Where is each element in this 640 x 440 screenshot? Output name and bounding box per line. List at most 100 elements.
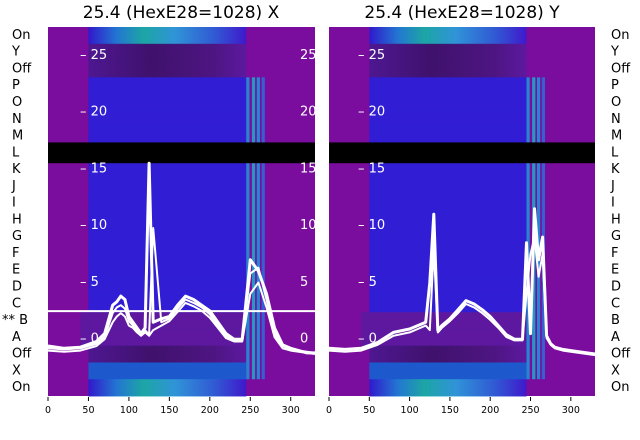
y-tick-label: – 20 bbox=[358, 105, 385, 120]
row-label: I bbox=[12, 196, 16, 211]
x-tick-label: 150 bbox=[160, 405, 178, 416]
row-label: J bbox=[610, 179, 615, 194]
row-label: F bbox=[12, 246, 19, 261]
heatmap-stripe bbox=[536, 77, 541, 380]
row-label: M bbox=[611, 129, 622, 144]
row-label: On bbox=[611, 380, 629, 395]
row-label: L bbox=[12, 145, 20, 160]
right-series-lines bbox=[328, 207, 596, 357]
row-label: Off bbox=[611, 347, 631, 362]
y-tick-label: – 20 bbox=[80, 105, 107, 120]
x-tick-label: 50 bbox=[363, 405, 375, 416]
heatmap-row-band bbox=[369, 245, 527, 263]
row-label: P bbox=[611, 78, 619, 93]
heatmap-row-band bbox=[88, 94, 247, 112]
row-label: K bbox=[12, 162, 21, 177]
row-label: A bbox=[611, 330, 620, 345]
row-label: Off bbox=[611, 61, 631, 76]
x-tick-label: 300 bbox=[282, 405, 300, 416]
x-tick-label: 250 bbox=[241, 405, 259, 416]
row-label: G bbox=[12, 229, 22, 244]
heatmap-row-band bbox=[369, 27, 527, 45]
y-tick-label: – 10 bbox=[358, 218, 385, 233]
y-tick-label-right: 0 bbox=[300, 332, 308, 347]
row-label: D bbox=[611, 279, 621, 294]
heatmap-row-band bbox=[88, 211, 247, 229]
heatmap-row-band bbox=[369, 211, 527, 229]
row-label: X bbox=[12, 363, 21, 378]
row-label: E bbox=[12, 263, 20, 278]
row-label: On bbox=[12, 380, 30, 395]
heatmap-row-band bbox=[88, 60, 247, 78]
row-label: P bbox=[12, 78, 20, 93]
row-label: L bbox=[611, 145, 619, 160]
row-label: M bbox=[12, 129, 23, 144]
row-label: N bbox=[12, 112, 22, 127]
x-tick-label: 200 bbox=[201, 405, 219, 416]
left-heatmap-cells bbox=[0, 27, 640, 397]
black-band bbox=[48, 142, 315, 164]
x-tick-label: 150 bbox=[441, 405, 459, 416]
y-tick-label: – 25 bbox=[80, 48, 107, 63]
y-tick-label: – 25 bbox=[358, 48, 385, 63]
heatmap-row-band bbox=[369, 228, 527, 246]
series-line bbox=[47, 161, 315, 355]
x-tick-label: 50 bbox=[82, 405, 94, 416]
heatmap-row-band bbox=[88, 177, 247, 196]
heatmap-row-band bbox=[88, 194, 247, 212]
heatmap-row-band bbox=[369, 295, 527, 313]
left-chart-title: 25.4 (HexE28=1028) X bbox=[83, 3, 280, 23]
right-x-tick-labels: 0 50 100 150 200 250 300 bbox=[326, 397, 580, 416]
row-label: H bbox=[12, 212, 22, 227]
row-label: F bbox=[611, 246, 618, 261]
heatmap-row-band bbox=[369, 345, 527, 363]
row-label: I bbox=[611, 196, 615, 211]
heatmap-row-band bbox=[369, 43, 527, 62]
heatmap-row-band bbox=[369, 127, 527, 145]
left-x-tick-labels: 0 50 100 150 200 250 300 bbox=[45, 397, 300, 416]
row-label: C bbox=[611, 296, 620, 311]
row-label: O bbox=[611, 95, 621, 110]
y-tick-label: – 5 bbox=[80, 275, 99, 290]
heatmap-row-band bbox=[369, 362, 527, 380]
row-label: Y bbox=[610, 45, 619, 60]
heatmap-row-band bbox=[88, 110, 247, 129]
row-label: B bbox=[611, 313, 620, 328]
heatmap-stripe bbox=[261, 77, 265, 380]
heatmap-row-band bbox=[369, 194, 527, 212]
heatmap-row-band bbox=[88, 228, 247, 246]
row-label: Off bbox=[12, 61, 32, 76]
left-series-lines bbox=[47, 161, 316, 355]
row-label: N bbox=[611, 112, 621, 127]
heatmap-row-band bbox=[80, 328, 251, 347]
row-label: ** B bbox=[2, 313, 28, 328]
right-heatmap-cells bbox=[329, 27, 595, 397]
series-line bbox=[328, 236, 596, 357]
y-tick-label-right: 15 bbox=[300, 161, 317, 176]
series-line bbox=[47, 227, 316, 354]
left-y-tick-labels: – 0 0– 5 5– 10 10– 15 15– 20 20– 25 25 bbox=[80, 48, 317, 347]
row-label: G bbox=[611, 229, 621, 244]
heatmap-row-band bbox=[369, 60, 527, 78]
y-tick-label-right: 25 bbox=[300, 48, 317, 63]
x-tick-label: 250 bbox=[521, 405, 539, 416]
right-y-tick-labels: – 0– 5– 10– 15– 20– 25 bbox=[358, 48, 385, 347]
heatmap-row-band bbox=[88, 77, 247, 95]
x-tick-label: 100 bbox=[120, 405, 138, 416]
right-chart-title: 25.4 (HexE28=1028) Y bbox=[364, 3, 560, 23]
row-label: E bbox=[611, 263, 619, 278]
right-heatmap-panel: 25.4 (HexE28=1028) Y OnYOffPONMLKJIHGFED… bbox=[326, 3, 631, 416]
row-label: On bbox=[611, 28, 629, 43]
heatmap-row-band bbox=[369, 261, 527, 280]
heatmap-row-band bbox=[369, 379, 527, 397]
y-tick-label: – 5 bbox=[358, 275, 377, 290]
heatmap-row-band bbox=[369, 94, 527, 112]
heatmap-row-band bbox=[88, 127, 247, 145]
y-tick-label: – 15 bbox=[80, 161, 107, 176]
heatmap-row-band bbox=[369, 177, 527, 196]
heatmap-stripe bbox=[251, 77, 256, 380]
row-label: H bbox=[611, 212, 621, 227]
x-tick-label: 0 bbox=[326, 405, 332, 416]
heatmap-row-band bbox=[88, 27, 247, 45]
